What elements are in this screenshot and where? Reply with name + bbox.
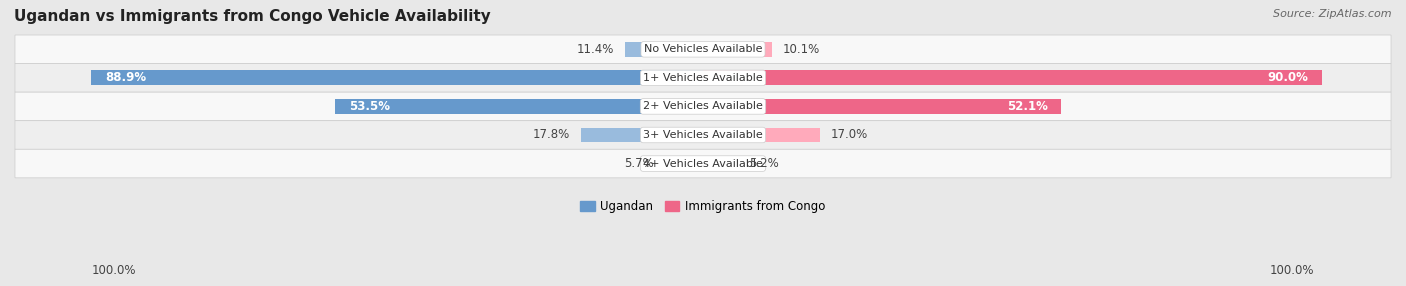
Text: 100.0%: 100.0% [1270,265,1315,277]
Text: 90.0%: 90.0% [1267,72,1309,84]
FancyBboxPatch shape [15,63,1391,92]
Text: 2+ Vehicles Available: 2+ Vehicles Available [643,102,763,112]
Legend: Ugandan, Immigrants from Congo: Ugandan, Immigrants from Congo [575,195,831,218]
FancyBboxPatch shape [15,92,1391,121]
Bar [335,99,703,114]
Text: 10.1%: 10.1% [783,43,820,56]
Bar [703,42,772,57]
Text: Ugandan vs Immigrants from Congo Vehicle Availability: Ugandan vs Immigrants from Congo Vehicle… [14,9,491,23]
Text: 88.9%: 88.9% [105,72,146,84]
Text: 4+ Vehicles Available: 4+ Vehicles Available [643,158,763,168]
Text: 3+ Vehicles Available: 3+ Vehicles Available [643,130,763,140]
Bar [703,156,738,171]
Text: 52.1%: 52.1% [1007,100,1047,113]
Bar [703,99,1062,114]
Bar [91,70,703,85]
Bar [703,128,820,142]
Text: 53.5%: 53.5% [349,100,389,113]
FancyBboxPatch shape [15,35,1391,63]
Bar [664,156,703,171]
Bar [624,42,703,57]
Text: 1+ Vehicles Available: 1+ Vehicles Available [643,73,763,83]
Text: 5.7%: 5.7% [624,157,654,170]
Text: 11.4%: 11.4% [576,43,614,56]
FancyBboxPatch shape [15,149,1391,178]
Text: No Vehicles Available: No Vehicles Available [644,44,762,54]
FancyBboxPatch shape [15,121,1391,149]
Bar [581,128,703,142]
Text: 5.2%: 5.2% [749,157,779,170]
Text: 17.8%: 17.8% [533,128,571,142]
Text: 100.0%: 100.0% [91,265,136,277]
Bar [703,70,1322,85]
Text: Source: ZipAtlas.com: Source: ZipAtlas.com [1274,9,1392,19]
Text: 17.0%: 17.0% [831,128,868,142]
